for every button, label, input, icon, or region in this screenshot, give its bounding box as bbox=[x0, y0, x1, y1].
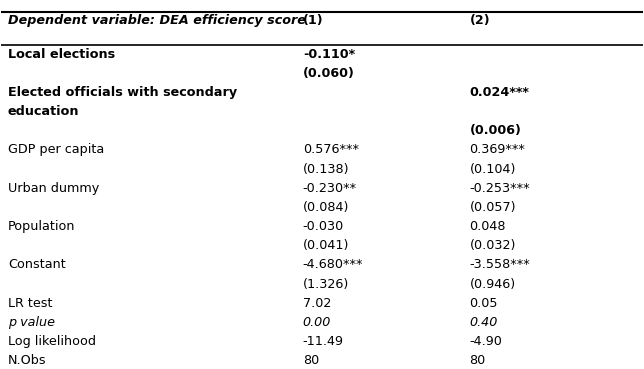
Text: (0.006): (0.006) bbox=[469, 124, 522, 137]
Text: 0.369***: 0.369*** bbox=[469, 144, 526, 156]
Text: (0.138): (0.138) bbox=[303, 162, 349, 176]
Text: p value: p value bbox=[8, 316, 55, 329]
Text: N.Obs: N.Obs bbox=[8, 354, 46, 367]
Text: Log likelihood: Log likelihood bbox=[8, 335, 96, 348]
Text: -4.90: -4.90 bbox=[469, 335, 502, 348]
Text: -4.680***: -4.680*** bbox=[303, 258, 363, 271]
Text: -0.110*: -0.110* bbox=[303, 48, 355, 61]
Text: (0.946): (0.946) bbox=[469, 277, 516, 290]
Text: (0.104): (0.104) bbox=[469, 162, 516, 176]
Text: (0.032): (0.032) bbox=[469, 239, 516, 252]
Text: (2): (2) bbox=[469, 14, 490, 27]
Text: GDP per capita: GDP per capita bbox=[8, 144, 104, 156]
Text: -0.030: -0.030 bbox=[303, 220, 344, 233]
Text: 80: 80 bbox=[469, 354, 486, 367]
Text: Constant: Constant bbox=[8, 258, 66, 271]
Text: Dependent variable: DEA efficiency score: Dependent variable: DEA efficiency score bbox=[8, 14, 306, 27]
Text: 0.00: 0.00 bbox=[303, 316, 331, 329]
Text: Population: Population bbox=[8, 220, 75, 233]
Text: -0.230**: -0.230** bbox=[303, 182, 357, 195]
Text: (0.060): (0.060) bbox=[303, 67, 355, 80]
Text: 7.02: 7.02 bbox=[303, 297, 331, 310]
Text: 0.05: 0.05 bbox=[469, 297, 498, 310]
Text: Urban dummy: Urban dummy bbox=[8, 182, 99, 195]
Text: 80: 80 bbox=[303, 354, 319, 367]
Text: 0.40: 0.40 bbox=[469, 316, 498, 329]
Text: 0.048: 0.048 bbox=[469, 220, 506, 233]
Text: 0.024***: 0.024*** bbox=[469, 86, 529, 99]
Text: Elected officials with secondary: Elected officials with secondary bbox=[8, 86, 237, 99]
Text: education: education bbox=[8, 105, 79, 118]
Text: Local elections: Local elections bbox=[8, 48, 115, 61]
Text: (1.326): (1.326) bbox=[303, 277, 349, 290]
Text: (0.041): (0.041) bbox=[303, 239, 349, 252]
Text: -0.253***: -0.253*** bbox=[469, 182, 530, 195]
Text: 0.576***: 0.576*** bbox=[303, 144, 359, 156]
Text: (0.057): (0.057) bbox=[469, 201, 516, 214]
Text: -11.49: -11.49 bbox=[303, 335, 344, 348]
Text: LR test: LR test bbox=[8, 297, 52, 310]
Text: (0.084): (0.084) bbox=[303, 201, 349, 214]
Text: (1): (1) bbox=[303, 14, 323, 27]
Text: -3.558***: -3.558*** bbox=[469, 258, 530, 271]
